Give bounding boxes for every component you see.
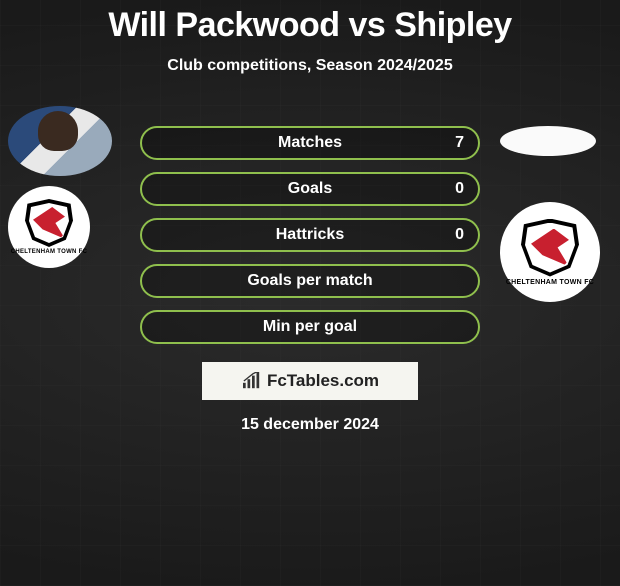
page-title: Will Packwood vs Shipley (0, 6, 620, 45)
stat-row: Matches7 (140, 126, 480, 160)
branding-box: FcTables.com (202, 362, 418, 400)
stat-label: Matches (142, 134, 478, 152)
stat-label: Goals (142, 180, 478, 198)
chart-icon (241, 372, 263, 390)
player-left-club-label: CHELTENHAM TOWN FC (11, 249, 88, 255)
stat-row: Goals0 (140, 172, 480, 206)
stat-row: Goals per match (140, 264, 480, 298)
stats-panel: Matches7Goals0Hattricks0Goals per matchM… (140, 126, 480, 356)
player-right-club-badge: CHELTENHAM TOWN FC (500, 202, 600, 302)
player-left-images: CHELTENHAM TOWN FC (8, 106, 118, 268)
club-shield-icon (521, 219, 579, 277)
player-right-images: CHELTENHAM TOWN FC (500, 126, 610, 302)
player-right-photo-placeholder (500, 126, 596, 156)
date-text: 15 december 2024 (0, 416, 620, 434)
player-right-club-label: CHELTENHAM TOWN FC (506, 279, 594, 286)
player-left-club-badge: CHELTENHAM TOWN FC (8, 186, 90, 268)
stat-value-right: 0 (455, 180, 464, 198)
page-subtitle: Club competitions, Season 2024/2025 (0, 57, 620, 75)
stat-label: Min per goal (142, 318, 478, 336)
stat-label: Goals per match (142, 272, 478, 290)
stat-row: Min per goal (140, 310, 480, 344)
player-left-photo (8, 106, 112, 176)
stat-value-right: 7 (455, 134, 464, 152)
stat-row: Hattricks0 (140, 218, 480, 252)
club-shield-icon (25, 199, 73, 247)
branding-text: FcTables.com (267, 371, 379, 391)
stat-label: Hattricks (142, 226, 478, 244)
stat-value-right: 0 (455, 226, 464, 244)
